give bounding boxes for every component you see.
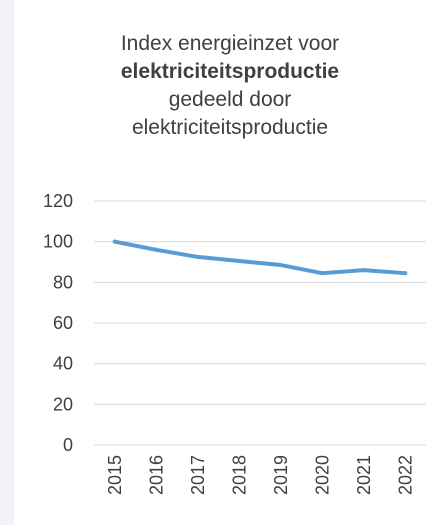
data-point-2016 — [154, 247, 159, 252]
data-point-2019 — [278, 263, 283, 268]
chart-card — [14, 0, 446, 525]
data-point-2018 — [237, 258, 242, 263]
y-tick-label-120: 120 — [43, 191, 73, 211]
x-tick-label-2018: 2018 — [229, 455, 249, 495]
data-point-2017 — [195, 254, 200, 259]
x-tick-label-2017: 2017 — [188, 455, 208, 495]
y-tick-label-20: 20 — [53, 394, 73, 414]
x-tick-label-2016: 2016 — [146, 455, 166, 495]
y-tick-label-100: 100 — [43, 232, 73, 252]
data-point-2015 — [112, 239, 117, 244]
y-tick-label-60: 60 — [53, 313, 73, 333]
x-tick-label-2015: 2015 — [105, 455, 125, 495]
title-line-4: elektriciteitsproductie — [131, 116, 329, 139]
x-tick-label-2022: 2022 — [395, 455, 415, 495]
y-tick-label-0: 0 — [63, 435, 73, 455]
x-tick-label-2020: 2020 — [312, 455, 332, 495]
y-tick-label-40: 40 — [53, 354, 73, 374]
data-point-2022 — [403, 271, 408, 276]
title-line-3: gedeeld door — [168, 88, 292, 111]
series-line-0 — [112, 239, 408, 276]
chart-title: Index energieinzet voor elektriciteitspr… — [14, 30, 446, 142]
title-line-2: elektriciteitsproductie — [120, 60, 340, 83]
data-point-2020 — [320, 271, 325, 276]
x-tick-label-2019: 2019 — [271, 455, 291, 495]
y-tick-label-80: 80 — [53, 272, 73, 292]
x-tick-label-2021: 2021 — [354, 455, 374, 495]
title-line-1: Index energieinzet voor — [120, 32, 340, 55]
data-point-2021 — [361, 268, 366, 273]
